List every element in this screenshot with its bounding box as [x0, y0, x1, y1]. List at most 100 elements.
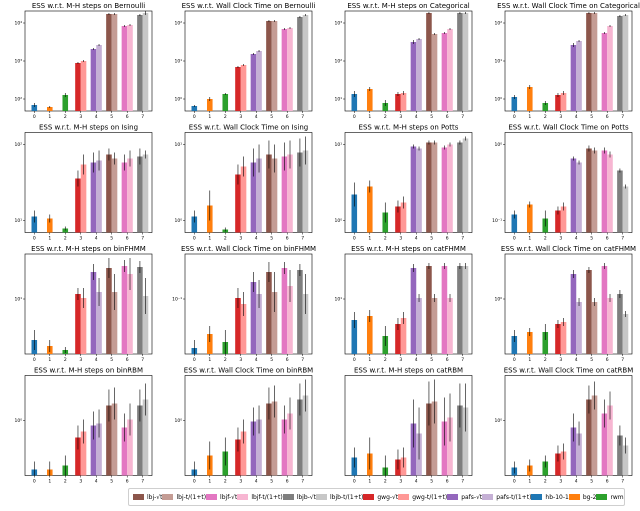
bar-bg-2 — [366, 316, 373, 354]
chart-title: ESS w.r.t. Wall Clock Time on binFHMM — [181, 245, 316, 253]
x-tick-label: 6 — [606, 236, 609, 242]
x-tick-label: 7 — [141, 236, 144, 242]
x-tick-label: 0 — [513, 114, 516, 120]
x-tick-label: 0 — [513, 479, 516, 485]
x-tick-label: 5 — [110, 479, 113, 485]
bar-lbjf-√t — [441, 421, 448, 476]
bar-lbjf-√t — [121, 427, 128, 476]
x-tick-label: 1 — [208, 479, 211, 485]
chart-title: ESS w.r.t. M-H steps on Categorical — [347, 2, 469, 10]
bar-lbjf-t/(1+t) — [287, 286, 293, 354]
legend-swatch — [133, 494, 144, 500]
legend-swatch — [282, 494, 294, 500]
bar-lbj-√t — [106, 154, 112, 233]
y-tick-label: 10⁰ — [14, 418, 22, 424]
x-tick-label: 5 — [110, 236, 113, 242]
bar-gwg-√t — [75, 178, 81, 233]
chart-title: ESS w.r.t. Wall Clock Time on catRBM — [504, 367, 634, 375]
y-tick-label: 10¹ — [14, 218, 22, 224]
x-tick-label: 5 — [430, 357, 433, 363]
x-tick-label: 5 — [110, 114, 113, 120]
axes-frame — [344, 253, 473, 355]
bar-gwg-√t — [235, 174, 241, 233]
bar-lbj-√t — [426, 13, 432, 111]
chart-panel-7: ESS w.r.t. Wall Clock Time on Potts10⁰10… — [492, 124, 633, 242]
chart-title: ESS w.r.t. M-H steps on catFHMM — [351, 245, 466, 253]
x-tick-label: 4 — [255, 479, 258, 485]
x-tick-label: 2 — [544, 114, 547, 120]
bar-bg-2 — [206, 334, 213, 354]
bar-pafs-√t — [410, 268, 417, 354]
bar-pafs-t/(1+t) — [416, 39, 422, 111]
x-tick-label: 2 — [384, 114, 387, 120]
legend-item: lbj-t/(1+t) — [162, 494, 206, 501]
bar-lbjb-t/(1+t) — [462, 407, 469, 476]
axes-frame — [184, 253, 313, 355]
legend-label: lbj-√t — [147, 493, 163, 501]
x-tick-label: 4 — [95, 114, 98, 120]
bar-gwg-√t — [395, 324, 401, 354]
chart-title: ESS w.r.t. M-H steps on binRBM — [34, 367, 143, 375]
x-tick-label: 6 — [126, 479, 129, 485]
bar-gwg-√t — [235, 67, 241, 111]
bar-lbjb-t/(1+t) — [142, 296, 149, 354]
bar-lbj-t/(1+t) — [591, 13, 598, 111]
x-tick-label: 6 — [446, 114, 449, 120]
x-tick-label: 7 — [621, 479, 624, 485]
y-tick-label: 10⁻¹ — [172, 297, 182, 303]
bar-pafs-√t — [570, 158, 577, 233]
y-tick-label: 10¹ — [494, 59, 502, 65]
bar-lbj-√t — [106, 405, 112, 476]
x-tick-label: 1 — [48, 357, 51, 363]
legend-item: lbjb-√t — [282, 494, 316, 501]
chart-panel-2: ESS w.r.t. M-H steps on Categorical10³10… — [334, 2, 473, 120]
x-tick-label: 3 — [79, 357, 82, 363]
legend-swatch — [162, 494, 174, 500]
x-tick-label: 1 — [368, 479, 371, 485]
x-tick-label: 3 — [399, 236, 402, 242]
bar-lbjf-t/(1+t) — [447, 298, 453, 354]
bar-lbj-t/(1+t) — [111, 292, 118, 354]
x-tick-label: 6 — [286, 479, 289, 485]
x-tick-label: 7 — [461, 236, 464, 242]
bar-pafs-√t — [90, 49, 97, 111]
chart-panel-9: ESS w.r.t. Wall Clock Time on binFHMM 10⁻… — [172, 245, 316, 363]
x-tick-label: 3 — [559, 114, 562, 120]
legend-label: lbjf-√t — [220, 493, 238, 501]
bar-hb-10-1 — [511, 97, 518, 111]
x-tick-label: 4 — [575, 114, 578, 120]
bar-gwg-√t — [75, 437, 81, 476]
bar-hb-10-1 — [351, 194, 358, 233]
y-tick-label: 10⁰ — [494, 297, 502, 303]
bar-lbj-t/(1+t) — [431, 34, 438, 111]
bar-lbjf-t/(1+t) — [447, 29, 453, 111]
x-tick-label: 1 — [208, 114, 211, 120]
x-tick-label: 4 — [255, 236, 258, 242]
x-tick-label: 4 — [415, 479, 418, 485]
bar-lbjb-t/(1+t) — [622, 314, 629, 354]
bar-lbj-√t — [266, 154, 272, 233]
x-tick-label: 4 — [95, 357, 98, 363]
x-tick-label: 5 — [270, 479, 273, 485]
bar-pafs-√t — [410, 42, 417, 111]
bar-gwg-t/(1+t) — [560, 451, 567, 476]
axes-frame — [344, 375, 473, 476]
bar-lbjb-t/(1+t) — [302, 150, 309, 233]
bar-pafs-t/(1+t) — [256, 294, 262, 354]
bar-rwm — [542, 103, 549, 111]
bar-pafs-√t — [250, 282, 257, 354]
x-tick-label: 4 — [575, 357, 578, 363]
chart-panel-12: ESS w.r.t. M-H steps on binRBM 10⁰ 0 1 2 3 4 5 6… — [14, 367, 153, 485]
x-tick-label: 2 — [224, 114, 227, 120]
x-tick-label: 5 — [590, 236, 593, 242]
bar-pafs-t/(1+t) — [256, 419, 262, 476]
bar-lbjb-t/(1+t) — [462, 138, 469, 233]
y-tick-label: 10¹ — [14, 297, 22, 303]
bar-lbj-√t — [266, 272, 272, 354]
bar-hb-10-1 — [351, 320, 358, 354]
x-tick-label: 7 — [621, 114, 624, 120]
bar-lbjf-t/(1+t) — [127, 25, 133, 111]
bar-pafs-√t — [570, 45, 577, 111]
bar-pafs-t/(1+t) — [576, 162, 582, 233]
bar-gwg-√t — [555, 210, 561, 233]
